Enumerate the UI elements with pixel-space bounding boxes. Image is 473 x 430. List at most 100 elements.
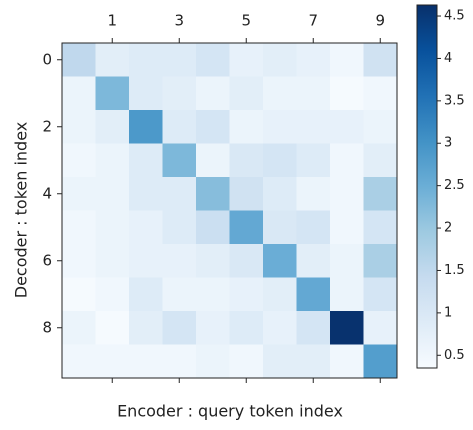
heatmap-cell — [330, 76, 364, 111]
heatmap-cell — [162, 177, 197, 211]
heatmap-cell — [330, 177, 364, 211]
heatmap-cell — [296, 110, 331, 144]
heatmap-cell — [363, 43, 398, 77]
heatmap-cell — [162, 43, 197, 77]
heatmap-cell — [229, 110, 264, 144]
heatmap-cell — [196, 43, 230, 77]
heatmap-cell — [330, 244, 364, 278]
heatmap-cell — [162, 143, 197, 178]
heatmap-cell — [296, 76, 331, 111]
heatmap-cell — [196, 177, 230, 211]
heatmap-cell — [263, 210, 297, 245]
heatmap-cell — [162, 244, 197, 278]
heatmap-cell — [129, 244, 163, 278]
heatmap-cell — [263, 143, 297, 178]
heatmap-cell — [296, 344, 331, 379]
heatmap-cell — [95, 43, 130, 77]
x-axis-label: Encoder : query token index — [117, 402, 343, 421]
x-tick-label: 3 — [174, 12, 184, 30]
heatmap-cell — [296, 277, 331, 312]
heatmap-cell — [263, 43, 297, 77]
heatmap-cell — [95, 344, 130, 379]
y-tick-label: 4 — [42, 184, 52, 202]
colorbar-tick-label: 3.5 — [444, 93, 465, 108]
heatmap-cell — [95, 143, 130, 178]
heatmap-cell — [363, 177, 398, 211]
colorbar-tick-label: 4 — [444, 51, 452, 66]
heatmap-cell — [296, 43, 331, 77]
heatmap-cell — [229, 344, 264, 379]
plot-frame — [61, 42, 398, 379]
heatmap-cell — [229, 277, 264, 312]
heatmap-cell — [296, 210, 331, 245]
colorbar-tick-label: 3 — [444, 136, 452, 151]
heatmap-cell — [129, 311, 163, 345]
heatmap-cell — [330, 210, 364, 245]
heatmap-cell — [196, 344, 230, 379]
heatmap-cell — [330, 143, 364, 178]
heatmap-cell — [196, 311, 230, 345]
y-tick-label: 2 — [42, 117, 52, 135]
colorbar-tick-label: 2 — [444, 221, 452, 236]
heatmap-cell — [363, 311, 398, 345]
heatmap-cell — [162, 277, 197, 312]
heatmap-cell — [363, 344, 398, 379]
heatmap-cell — [162, 311, 197, 345]
y-tick-label: 0 — [42, 50, 52, 68]
heatmap-cell — [196, 210, 230, 245]
heatmap-cell — [95, 110, 130, 144]
heatmap-cell — [363, 76, 398, 111]
heatmap-cell — [129, 177, 163, 211]
heatmap-cell — [229, 210, 264, 245]
heatmap-cell — [296, 143, 331, 178]
x-tick-label: 7 — [308, 12, 318, 30]
heatmap-cell — [62, 143, 96, 178]
heatmap-cell — [363, 110, 398, 144]
heatmap-cell — [263, 244, 297, 278]
heatmap-cell — [296, 177, 331, 211]
heatmap-cell — [196, 244, 230, 278]
heatmap-cell — [62, 344, 96, 379]
heatmap-cell — [162, 110, 197, 144]
heatmap-cell — [95, 210, 130, 245]
heatmap-cell — [363, 244, 398, 278]
heatmap-cell — [229, 311, 264, 345]
heatmap-cell — [62, 311, 96, 345]
heatmap-cell — [363, 143, 398, 178]
heatmap-cell — [95, 277, 130, 312]
y-axis-label: Decoder : token index — [12, 122, 31, 299]
heatmap-cell — [129, 344, 163, 379]
heatmap-cell — [196, 76, 230, 111]
colorbar-tick-label: 2.5 — [444, 178, 465, 193]
heatmap-cell — [196, 277, 230, 312]
heatmap-cell — [95, 311, 130, 345]
heatmap-cell — [162, 344, 197, 379]
y-tick-label: 6 — [42, 251, 52, 269]
colorbar-tick-label: 1 — [444, 305, 452, 320]
heatmap-cell — [330, 311, 364, 345]
heatmap-cell — [229, 143, 264, 178]
heatmap-cell — [129, 76, 163, 111]
heatmap-cell — [263, 76, 297, 111]
heatmap-cell — [330, 110, 364, 144]
heatmap-cell — [62, 43, 96, 77]
heatmap-cell — [129, 143, 163, 178]
heatmap-cell — [95, 177, 130, 211]
heatmap-cell — [95, 244, 130, 278]
x-tick-label: 1 — [107, 12, 117, 30]
heatmap-cell — [263, 277, 297, 312]
heatmap-cell — [129, 110, 163, 144]
colorbar-tick-label: 4.5 — [444, 9, 465, 24]
heatmap-cell — [229, 177, 264, 211]
heatmap-cell — [62, 110, 96, 144]
heatmap-cell — [62, 76, 96, 111]
heatmap-cell — [330, 277, 364, 312]
heatmap-cell — [263, 311, 297, 345]
heatmap-cell — [62, 277, 96, 312]
heatmap-cell — [263, 110, 297, 144]
heatmap-cell — [162, 76, 197, 111]
heatmap-cell — [363, 210, 398, 245]
heatmap-cell — [196, 110, 230, 144]
heatmap-cell — [229, 244, 264, 278]
